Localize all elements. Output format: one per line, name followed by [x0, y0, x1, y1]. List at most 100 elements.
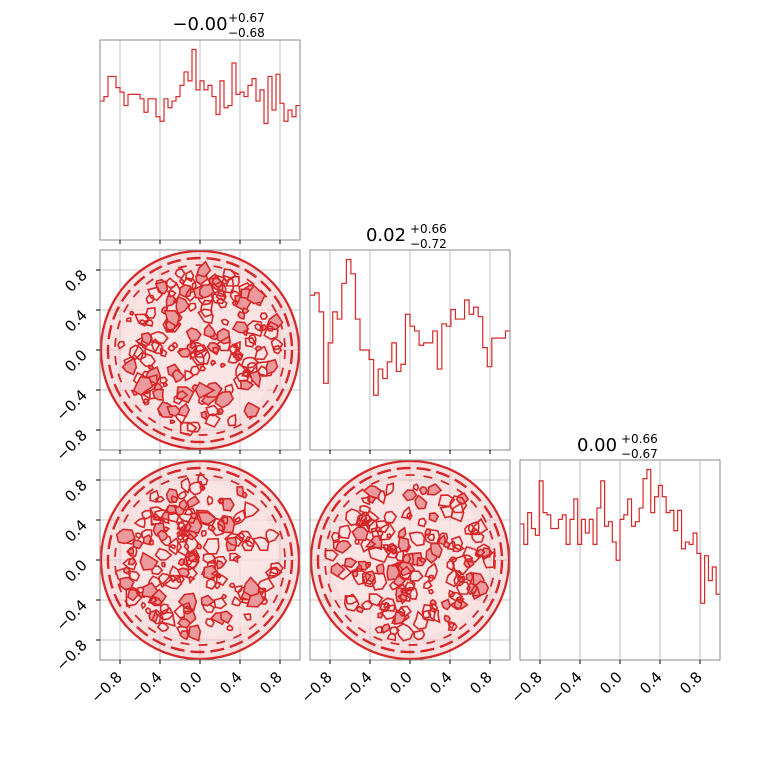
- contour-param-1-vs-3: [100, 460, 300, 660]
- contour-level: [246, 320, 264, 338]
- contour-level: [237, 310, 246, 321]
- x-tick-label: 0.4: [636, 668, 666, 698]
- contour-level: [176, 567, 191, 578]
- contour-level: [142, 398, 150, 406]
- x-tick-label: −0.4: [127, 668, 165, 706]
- contour-level: [272, 344, 283, 355]
- contour-level: [446, 558, 455, 572]
- contour-level: [430, 542, 443, 559]
- y-tick-label: −0.8: [52, 636, 90, 674]
- contour-level: [383, 510, 398, 524]
- contour-level: [175, 521, 186, 533]
- contour-level: [202, 537, 220, 555]
- contour-level: [126, 547, 135, 555]
- contour-level: [368, 593, 384, 607]
- x-tick-label: −0.4: [337, 668, 375, 706]
- contour-level: [243, 613, 252, 621]
- contour-level: [149, 595, 163, 607]
- y-tick-label: 0.0: [61, 556, 91, 586]
- contour-level: [232, 555, 239, 564]
- contour-level: [210, 570, 220, 577]
- y-tick-label: 0.4: [61, 306, 91, 336]
- contour-level: [395, 622, 415, 642]
- contour-level: [355, 605, 365, 614]
- contour-level: [343, 557, 358, 569]
- contour-level: [189, 365, 201, 376]
- contour-param-1-vs-2: [100, 250, 300, 450]
- contour-level: [176, 540, 190, 558]
- contour-level: [254, 345, 263, 352]
- contour-level: [161, 574, 183, 590]
- contour-level: [265, 528, 281, 544]
- x-tick-label: 0.4: [216, 668, 246, 698]
- contour-level: [427, 588, 435, 595]
- contour-level: [408, 531, 426, 547]
- contour-level: [206, 495, 214, 506]
- contour-level: [375, 520, 390, 533]
- contour-level: [228, 343, 241, 355]
- contour-level: [205, 576, 217, 590]
- contour-level: [204, 412, 221, 428]
- x-tick-label: 0.0: [596, 668, 626, 698]
- contour-level: [210, 288, 227, 305]
- contour-level: [243, 500, 261, 519]
- contour-level: [244, 535, 255, 548]
- contour-level: [161, 511, 170, 521]
- contour-level: [414, 494, 428, 510]
- contour-level: [147, 286, 164, 302]
- contour-level: [174, 268, 186, 280]
- contour-ring: [324, 474, 496, 646]
- contour-level: [364, 561, 372, 569]
- contour-level: [156, 621, 170, 633]
- contour-level: [413, 629, 426, 641]
- contour-level: [165, 277, 178, 289]
- contour-level: [171, 368, 186, 384]
- contour-level: [178, 498, 189, 511]
- contour-level: [145, 306, 157, 320]
- contour-level: [452, 543, 466, 553]
- title-param-3-plus: +0.66: [621, 432, 658, 446]
- contour-level: [220, 318, 230, 326]
- contour-level: [128, 344, 145, 362]
- contour-level: [270, 337, 284, 351]
- contour-level: [179, 421, 198, 437]
- contour-level: [163, 309, 181, 328]
- contour-level: [447, 621, 455, 630]
- contour-level: [404, 581, 416, 593]
- contour-level: [189, 349, 205, 366]
- contour-level: [388, 626, 400, 636]
- contour-level: [374, 625, 383, 634]
- contour-level: [145, 294, 155, 305]
- contour-level: [194, 381, 216, 400]
- contour-level: [159, 603, 170, 616]
- contour-level: [400, 588, 408, 594]
- contour-level: [440, 598, 452, 611]
- contour-level: [162, 382, 169, 387]
- contour-level: [219, 362, 227, 369]
- contour-level: [362, 484, 382, 500]
- contour-level: [217, 522, 224, 532]
- contour-level: [168, 537, 183, 556]
- contour-level: [199, 365, 207, 372]
- contour-level: [426, 483, 443, 496]
- y-tick-label: −0.4: [52, 596, 90, 634]
- contour-level: [476, 543, 491, 558]
- contour-level: [187, 624, 202, 642]
- contour-level: [437, 533, 447, 546]
- contour-level: [355, 518, 364, 527]
- contour-level: [212, 346, 220, 354]
- contour-level: [159, 347, 168, 358]
- contour-level: [129, 310, 135, 316]
- contour-level: [125, 317, 132, 323]
- contour-level: [386, 564, 401, 581]
- histogram-param-1: [100, 40, 300, 240]
- title-param-2-plus: +0.66: [410, 222, 447, 236]
- contour-level: [203, 323, 216, 338]
- contour-level: [148, 538, 155, 546]
- contour-level: [210, 517, 226, 537]
- contour-level: [179, 278, 185, 285]
- contour-level: [448, 589, 456, 598]
- contour-level: [169, 419, 176, 425]
- contour-level: [200, 410, 208, 421]
- contour-level: [170, 495, 179, 503]
